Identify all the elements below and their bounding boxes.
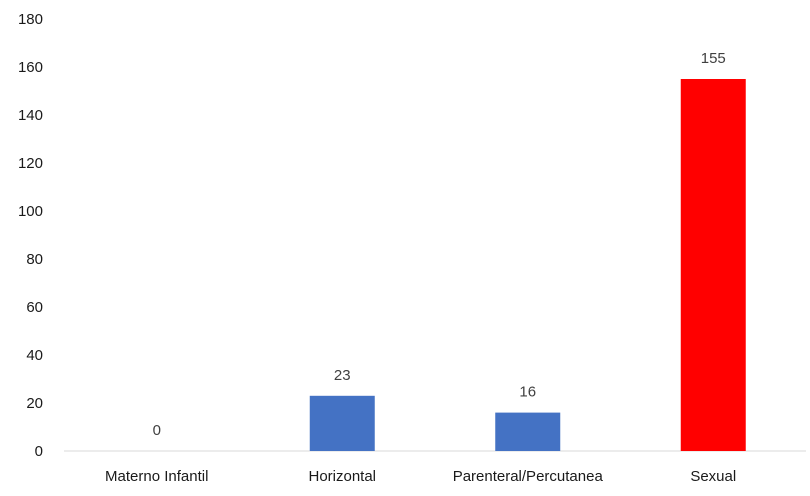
x-category-label: Parenteral/Percutanea (453, 468, 604, 485)
y-tick-label: 160 (18, 59, 43, 76)
bar (495, 412, 561, 451)
data-label: 16 (519, 384, 536, 401)
bar (309, 395, 375, 451)
data-label: 0 (153, 422, 161, 439)
y-tick-label: 100 (18, 203, 43, 220)
data-labels: 0 23 16 155 (153, 50, 726, 439)
data-label: 23 (334, 367, 351, 384)
x-category-label: Materno Infantil (105, 468, 208, 485)
bar-series (309, 79, 746, 451)
y-tick-label: 20 (26, 395, 43, 412)
y-tick-label: 140 (18, 107, 43, 124)
y-tick-label: 0 (35, 443, 43, 460)
x-category-label: Sexual (690, 468, 736, 485)
y-tick-label: 60 (26, 299, 43, 316)
y-tick-label: 180 (18, 11, 43, 28)
y-tick-label: 120 (18, 155, 43, 172)
x-category-label: Horizontal (308, 468, 376, 485)
data-label: 155 (701, 50, 726, 67)
y-axis-tick-labels: 0 20 40 60 80 100 120 140 160 180 (18, 11, 43, 460)
y-tick-label: 40 (26, 347, 43, 364)
x-axis-category-labels: Materno Infantil Horizontal Parenteral/Per… (105, 468, 736, 485)
y-tick-label: 80 (26, 251, 43, 268)
bar (680, 79, 746, 451)
